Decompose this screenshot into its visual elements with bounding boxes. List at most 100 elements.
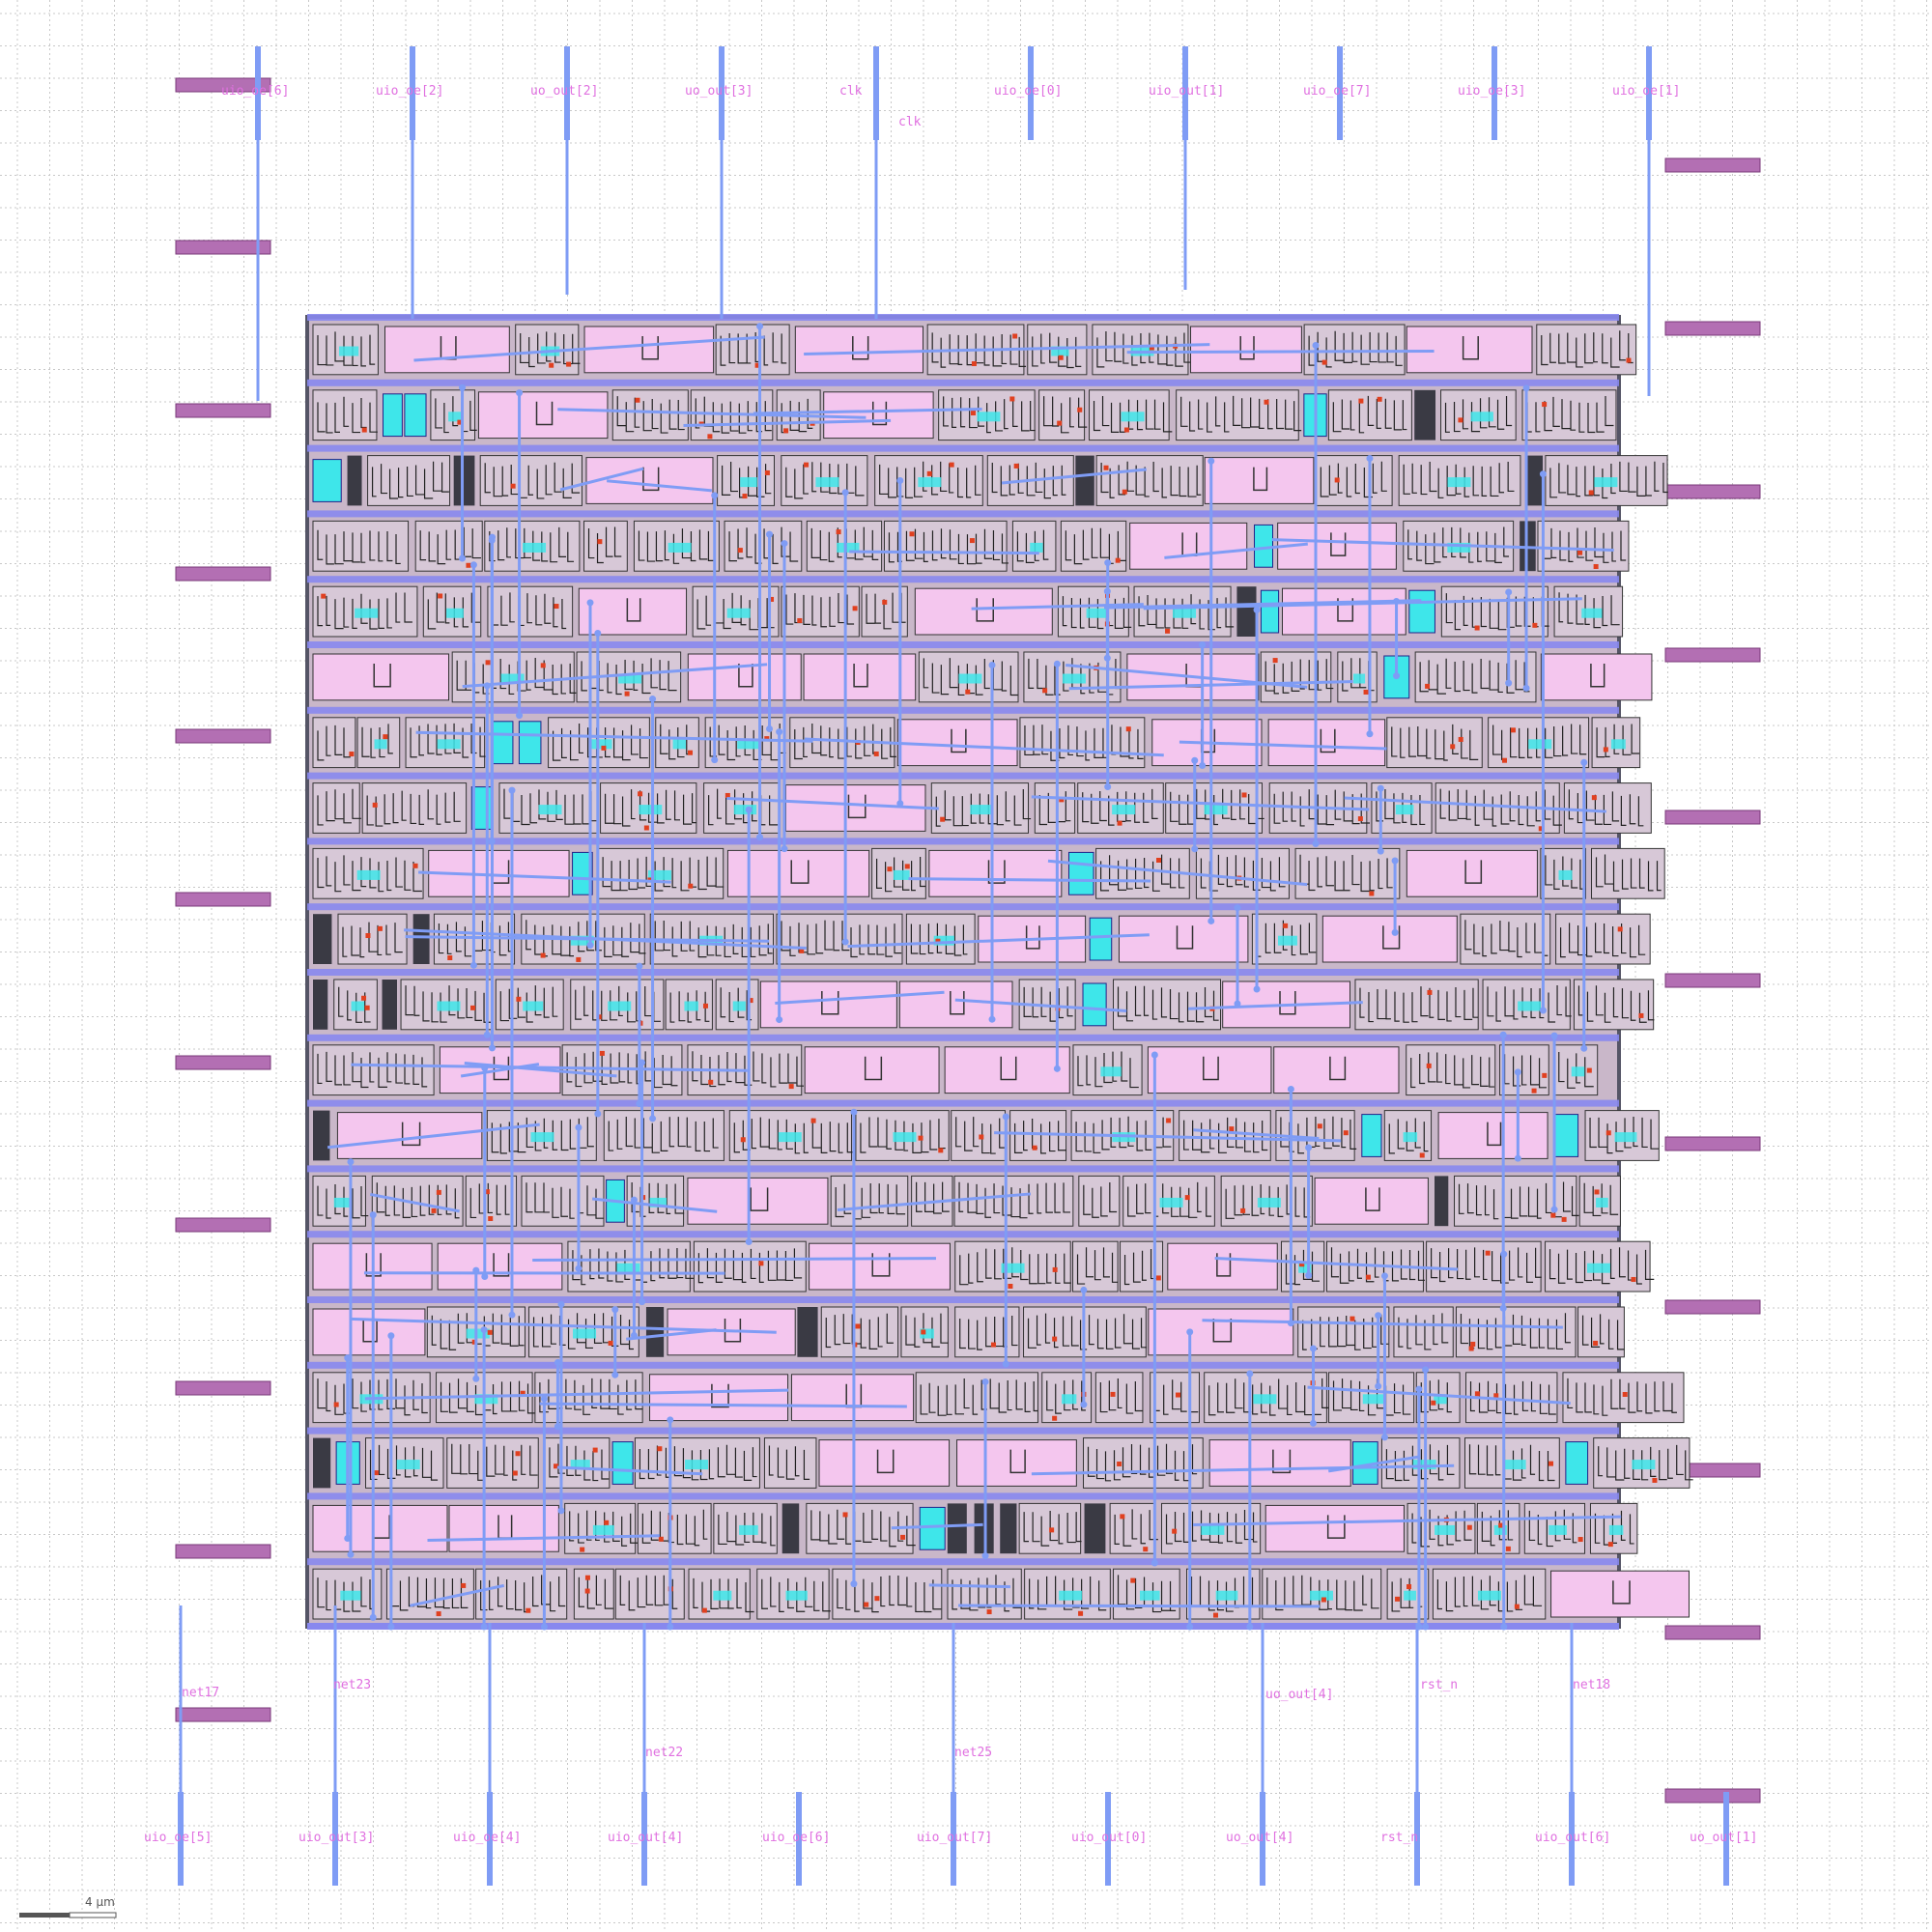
cell-geometry [1558,1052,1594,1089]
via [557,1300,565,1308]
contact [887,867,893,872]
power-rail [307,1034,1619,1041]
via [1580,1044,1588,1052]
contact [769,596,775,602]
via [1208,457,1215,465]
via [1253,985,1261,993]
contact [1166,1118,1172,1123]
logic-cell [637,1502,712,1554]
contact [1531,1088,1537,1094]
via [630,1331,638,1339]
diffusion [893,869,910,880]
filler-cell [896,719,1018,767]
diffusion [672,739,686,750]
cell-geometry [1596,724,1639,758]
diffusion [1059,1590,1083,1601]
cell-geometry [451,1443,538,1481]
cell-geometry [469,1182,510,1219]
contact [576,956,582,962]
scale-bar-light [69,1912,117,1918]
logic-cell [1455,1306,1577,1358]
via [557,1507,565,1515]
logic-cell [1537,520,1630,572]
cell-geometry [1027,1313,1148,1350]
logic-cell [1315,455,1393,506]
contact [1059,797,1065,803]
via [981,1378,989,1385]
diffusion [1594,477,1618,488]
contact [804,462,810,468]
logic-cell [1577,1306,1625,1358]
cell-geometry [1342,658,1375,692]
net-label: clk [898,115,922,129]
contact [748,998,753,1004]
via [611,1371,619,1378]
contact [1561,1216,1567,1222]
diffusion [1362,1394,1386,1405]
diffusion [918,477,942,488]
contact [754,362,760,368]
metal-wire [1126,350,1435,355]
filler-cell [803,653,917,701]
logic-cell [603,1110,724,1161]
cell-outline [641,336,659,360]
contact [1427,989,1433,995]
cell-geometry [1481,1510,1514,1547]
cell-outline [1272,1449,1292,1474]
via [667,1416,674,1424]
via [387,1623,395,1631]
via [586,599,594,607]
decap-cell [347,455,362,506]
decap-cell [1414,389,1436,440]
contact [1317,1123,1322,1129]
contact [909,531,915,537]
contact [592,1447,598,1453]
tap-cell [404,393,427,438]
via [1053,660,1061,668]
contact [1125,726,1131,732]
filler-cell [818,1439,951,1487]
contact [1377,396,1382,402]
contact [1334,477,1340,483]
contact [377,925,383,931]
metal-wire [462,663,768,689]
via [745,806,753,813]
contact [1264,399,1269,405]
contact [742,494,748,499]
cell-geometry [1332,395,1407,434]
cell-geometry [366,789,461,827]
contact [1103,465,1109,470]
diffusion [608,1001,632,1011]
cell-geometry [317,529,401,565]
metal-wire [418,870,671,884]
logic-cell [521,1175,605,1227]
power-rail [307,576,1619,583]
logic-cell [820,1306,899,1358]
diffusion [340,1590,361,1601]
side-pin [175,1217,271,1233]
filler-cell [809,1242,951,1291]
contact [1117,820,1122,826]
logic-cell [1113,979,1222,1031]
via [1415,1385,1423,1393]
contact [940,816,946,822]
diffusion [647,869,671,880]
vertical-routing [344,323,1588,1631]
diffusion [538,805,562,815]
logic-cell [312,717,356,769]
contact [1450,744,1456,750]
via [1104,558,1112,566]
contact [900,1534,906,1540]
cell-geometry [569,1510,639,1547]
cell-geometry [342,922,403,958]
via [1375,1382,1382,1390]
cell-outline [401,1122,421,1147]
metal-wire [928,1583,1010,1589]
via [472,1375,480,1382]
contact [1458,736,1463,742]
cell-outline [821,991,839,1015]
net-label: rst_n [1420,1678,1458,1692]
filler-cell [437,1242,563,1291]
via [745,1238,753,1246]
